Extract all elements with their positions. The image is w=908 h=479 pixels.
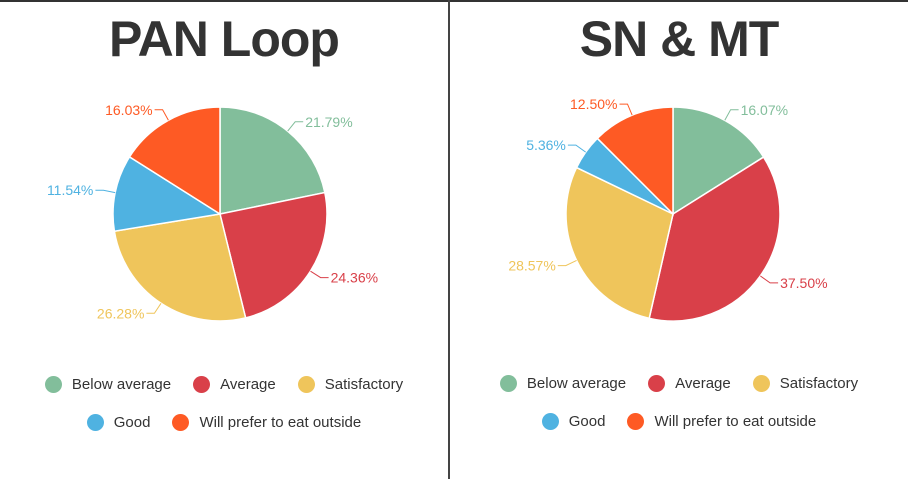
- label-leader-line: [310, 270, 329, 279]
- label-leader-line: [724, 109, 739, 121]
- chart-panel-sn-mt: SN & MT 16.07% 37.50% 28.57% 5.36% 12.50% Be…: [450, 0, 908, 479]
- slice-percent-label: 11.54%: [47, 182, 93, 198]
- legend-label: Good: [113, 414, 151, 431]
- legend-item-below-average[interactable]: Below average: [44, 376, 172, 393]
- chart-title: SN & MT: [579, 11, 780, 67]
- label-leader-line: [287, 121, 304, 132]
- slice-percent-label: 26.28%: [97, 305, 144, 321]
- legend-item-satisfactory[interactable]: Satisfactory: [752, 375, 859, 392]
- legend-item-average[interactable]: Average: [648, 375, 731, 392]
- legend-label: Average: [675, 375, 731, 392]
- pie-slice-good[interactable]: [112, 155, 223, 233]
- pie-slice-below-average[interactable]: [672, 106, 765, 216]
- panel-divider: [448, 0, 450, 479]
- chart-title: PAN Loop: [109, 11, 340, 67]
- label-leader-line: [619, 103, 633, 116]
- pie-slice-satisfactory[interactable]: [113, 213, 247, 322]
- legend-item-satisfactory[interactable]: Satisfactory: [297, 376, 404, 393]
- chart-panel-pan-loop: PAN Loop 21.79% 24.36% 26.28% 11.54% 16.03% …: [0, 0, 448, 479]
- legend-swatch: [752, 375, 770, 392]
- legend-item-good[interactable]: Good: [86, 414, 151, 431]
- legend-row-2: Good Will prefer to eat outside: [0, 414, 448, 431]
- slice-percent-label: 37.50%: [780, 275, 827, 291]
- label-leader-line: [146, 303, 162, 314]
- pie-slice-will-prefer-to-eat-outside[interactable]: [596, 106, 674, 216]
- pie-slice-satisfactory[interactable]: [565, 166, 674, 320]
- label-leader-line: [557, 259, 577, 267]
- slice-percent-label: 5.36%: [526, 137, 566, 153]
- slice-percent-label: 28.57%: [508, 258, 555, 274]
- label-leader-line: [95, 189, 116, 194]
- slice-percent-label: 21.79%: [305, 114, 352, 130]
- legend-row-1: Below average Average Satisfactory: [450, 375, 908, 392]
- slice-percent-label: 12.50%: [570, 96, 617, 112]
- pie-slice-below-average[interactable]: [219, 106, 326, 215]
- slice-percent-label: 24.36%: [331, 270, 378, 286]
- legend-swatch: [627, 413, 645, 430]
- legend-swatch: [86, 414, 104, 431]
- legend-swatch: [172, 414, 190, 431]
- legend-swatch: [297, 376, 315, 393]
- legend-swatch: [193, 376, 211, 393]
- pie-slice-average[interactable]: [219, 191, 328, 319]
- legend-label: Will prefer to eat outside: [199, 414, 362, 431]
- top-border: [0, 0, 908, 2]
- pie-chart: 21.79% 24.36% 26.28% 11.54% 16.03%: [47, 102, 378, 322]
- legend-swatch: [499, 375, 517, 392]
- legend-label: Will prefer to eat outside: [654, 413, 817, 430]
- legend-item-below-average[interactable]: Below average: [499, 375, 627, 392]
- pie-slice-average[interactable]: [648, 156, 781, 322]
- legend-label: Below average: [71, 376, 172, 393]
- legend-item-average[interactable]: Average: [193, 376, 276, 393]
- legend-swatch: [44, 376, 62, 393]
- legend-swatch: [648, 375, 666, 392]
- pie-slice-will-prefer-to-eat-outside[interactable]: [128, 106, 221, 216]
- legend-label: Satisfactory: [779, 375, 859, 392]
- legend-item-eat-outside[interactable]: Will prefer to eat outside: [627, 413, 816, 430]
- label-leader-line: [760, 275, 779, 284]
- slice-percent-label: 16.03%: [105, 102, 152, 118]
- legend-item-eat-outside[interactable]: Will prefer to eat outside: [172, 414, 361, 431]
- legend-item-good[interactable]: Good: [541, 413, 606, 430]
- legend-row-1: Below average Average Satisfactory: [0, 376, 448, 393]
- label-leader-line: [567, 144, 586, 153]
- legend-label: Good: [568, 413, 606, 430]
- pie-chart: 16.07% 37.50% 28.57% 5.36% 12.50%: [508, 96, 828, 322]
- legend-label: Satisfactory: [324, 376, 404, 393]
- slice-percent-label: 16.07%: [741, 102, 788, 118]
- legend-row-2: Good Will prefer to eat outside: [450, 413, 908, 430]
- legend-label: Below average: [526, 375, 627, 392]
- legend-swatch: [541, 413, 559, 430]
- label-leader-line: [154, 109, 169, 121]
- legend-label: Average: [220, 376, 276, 393]
